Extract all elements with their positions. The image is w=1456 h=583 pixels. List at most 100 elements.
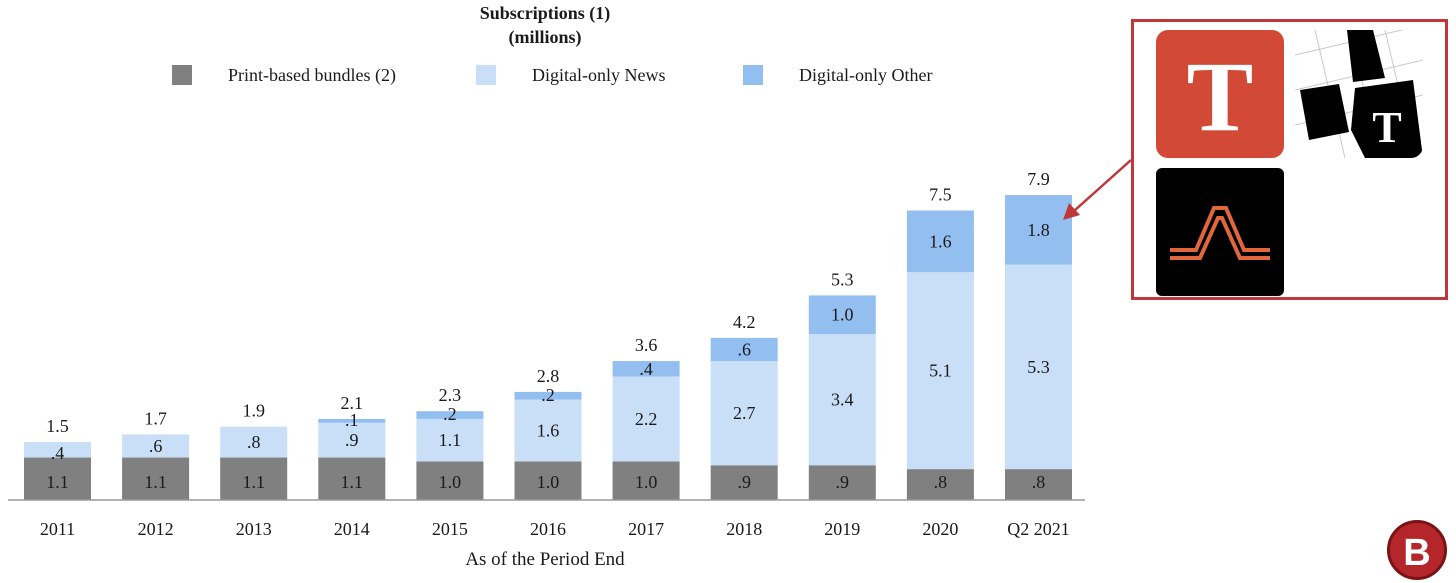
- data-label-digital-other: 1.6: [929, 231, 952, 251]
- bar-segment-digital-news: [416, 418, 484, 462]
- data-label-print: .9: [836, 472, 850, 492]
- total-label: 5.3: [831, 269, 854, 289]
- bar-segment-print: [514, 461, 582, 500]
- bar-segment-digital-news: [906, 272, 974, 470]
- bar-segment-digital-other: [514, 391, 582, 400]
- total-label: 2.1: [341, 393, 364, 413]
- x-axis-label: As of the Period End: [465, 549, 625, 570]
- total-label: 7.5: [929, 185, 952, 205]
- total-label: 7.9: [1027, 169, 1050, 189]
- bar-segment-print: [416, 461, 484, 500]
- x-tick-label: 2015: [432, 519, 468, 539]
- wirecutter-app-icon: [1156, 168, 1284, 296]
- data-label-digital-other: .2: [541, 385, 555, 405]
- x-tick-label: 2018: [726, 519, 762, 539]
- chart-title: Subscriptions (1): [479, 3, 611, 23]
- data-label-print: .8: [934, 472, 948, 492]
- x-tick-label: 2014: [334, 519, 370, 539]
- bar-segment-print: [612, 461, 680, 500]
- bar-segment-digital-other: [808, 295, 876, 335]
- bar-segment-print: [710, 465, 778, 500]
- x-tick-label: 2016: [530, 519, 566, 539]
- legend-swatch-print: [172, 65, 192, 85]
- data-label-digital-news: 2.7: [733, 403, 756, 423]
- callout-arrow-head: [1063, 203, 1080, 220]
- legend-swatch-digital-news: [476, 65, 496, 85]
- bar-segment-digital-news: [514, 399, 582, 462]
- bar-segment-digital-news: [612, 376, 680, 462]
- bar-segment-digital-news: [318, 422, 386, 458]
- data-label-print: 1.1: [144, 472, 167, 492]
- bar-segment-digital-news: [24, 442, 91, 458]
- bar-segment-print: [808, 465, 876, 500]
- legend-item-digital-news: Digital-only News: [476, 64, 665, 86]
- bar-segment-print: [24, 457, 91, 500]
- app-icons-callout: T T: [1131, 19, 1448, 300]
- x-tick-label: Q2 2021: [1007, 519, 1070, 539]
- nyt-news-app-icon: T: [1156, 30, 1284, 158]
- data-label-digital-news: 2.2: [635, 409, 658, 429]
- data-label-digital-other: .1: [345, 410, 359, 430]
- data-label-digital-other: .2: [443, 404, 457, 424]
- legend-swatch-digital-other: [743, 65, 763, 85]
- bar-segment-digital-other: [318, 418, 386, 423]
- data-label-digital-news: 5.1: [929, 361, 952, 381]
- data-label-digital-news: .6: [149, 436, 163, 456]
- total-label: 1.7: [144, 408, 167, 428]
- data-label-digital-other: .6: [737, 339, 751, 359]
- data-label-print: 1.0: [635, 472, 658, 492]
- x-tick-label: 2012: [138, 519, 174, 539]
- data-label-digital-news: .9: [345, 430, 359, 450]
- svg-text:T: T: [1187, 41, 1254, 152]
- total-label: 1.9: [242, 401, 265, 421]
- bar-segment-print: [906, 469, 974, 500]
- bar-segment-print: [1005, 469, 1072, 500]
- data-label-print: .9: [737, 472, 751, 492]
- bar-segment-digital-other: [612, 361, 680, 377]
- x-tick-label: 2019: [824, 519, 860, 539]
- x-tick-label: 2011: [40, 519, 75, 539]
- bar-segment-digital-other: [1005, 195, 1072, 265]
- data-label-print: 1.1: [46, 472, 69, 492]
- x-tick-label: 2017: [628, 519, 664, 539]
- x-tick-label: 2013: [236, 519, 272, 539]
- bar-segment-digital-news: [220, 426, 288, 458]
- labels-layer: 1.1 .4 1.5 2011 1.1 .6 1.7 2012 1.1 .8 1.9 2013 1.1.…: [40, 169, 1070, 539]
- chart-subtitle: (millions): [508, 27, 582, 47]
- bar-segment-print: [122, 457, 190, 500]
- data-label-print: .8: [1032, 472, 1046, 492]
- bar-segment-digital-other: [416, 411, 484, 419]
- bar-segment-print: [220, 457, 288, 500]
- data-label-digital-news: .8: [247, 432, 261, 452]
- legend-label-print: Print-based bundles (2): [228, 64, 396, 85]
- data-label-digital-news: 3.4: [831, 390, 854, 410]
- data-label-print: 1.0: [537, 472, 560, 492]
- data-label-print: 1.1: [341, 472, 364, 492]
- bar-segment-digital-news: [122, 434, 190, 458]
- data-label-digital-other: .4: [639, 359, 653, 379]
- svg-text:T: T: [1372, 103, 1401, 152]
- bar-segment-digital-news: [710, 361, 778, 466]
- total-label: 4.2: [733, 312, 756, 332]
- bar-segment-digital-news: [1005, 264, 1072, 470]
- data-label-digital-news: 1.6: [537, 421, 560, 441]
- bar-segment-digital-other: [710, 337, 778, 362]
- legend-label-digital-news: Digital-only News: [532, 64, 666, 85]
- data-label-digital-other: 1.8: [1027, 220, 1050, 240]
- bars-layer: [24, 195, 1072, 500]
- legend-item-print: Print-based bundles (2): [172, 64, 396, 86]
- total-label: 2.8: [537, 366, 560, 386]
- data-label-print: 1.1: [242, 472, 265, 492]
- data-label-digital-news: .4: [51, 443, 65, 463]
- brand-logo: B: [1387, 520, 1447, 580]
- legend-label-digital-other: Digital-only Other: [799, 64, 933, 85]
- total-label: 2.3: [439, 385, 462, 405]
- bar-segment-print: [318, 457, 386, 500]
- nyt-crossword-app-icon: T: [1295, 30, 1423, 158]
- data-label-digital-news: 1.1: [439, 430, 462, 450]
- data-label-digital-other: 1.0: [831, 305, 854, 325]
- bar-segment-digital-other: [906, 210, 974, 273]
- data-label-print: 1.0: [439, 472, 462, 492]
- data-label-digital-news: 5.3: [1027, 357, 1050, 377]
